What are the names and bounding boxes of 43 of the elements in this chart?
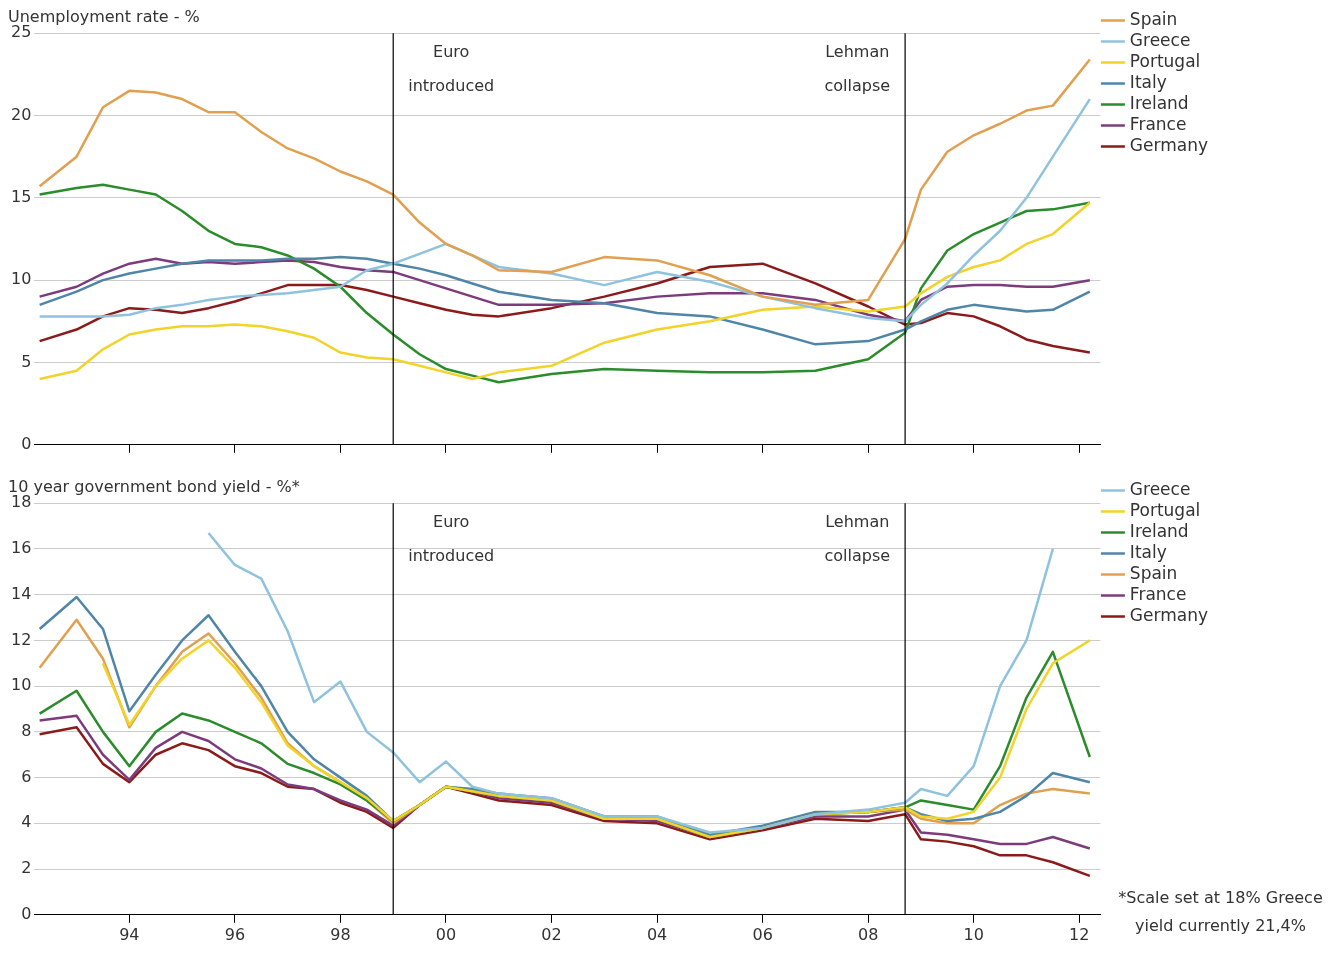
y-tick-label: 20 — [11, 104, 32, 124]
y-tick-label: 8 — [21, 721, 32, 741]
ref-line-label: Euro introduced — [408, 42, 495, 96]
y-tick-label: 2 — [21, 858, 32, 878]
x-tick-label: 04 — [646, 924, 668, 944]
legend-label: Ireland — [1129, 520, 1189, 541]
ref-line-label: Lehman collapse — [824, 512, 891, 566]
y-tick-label: 4 — [21, 812, 32, 832]
x-tick-label: 10 — [963, 924, 984, 944]
x-tick-label: 08 — [857, 924, 879, 944]
text: *Scale set at 18% Greece yield currently 21,4% — [1117, 887, 1324, 937]
y-tick-label: 12 — [11, 629, 32, 649]
ref-line-label: Lehman collapse — [824, 42, 891, 96]
legend-label: Ireland — [1129, 92, 1189, 113]
legend-label: Greece — [1129, 29, 1191, 50]
legend-label: Italy — [1129, 71, 1167, 92]
ref-line-label: Euro introduced — [408, 512, 495, 566]
legend-label: France — [1129, 583, 1187, 604]
legend-label: Italy — [1129, 541, 1167, 562]
legend-label: Germany — [1129, 604, 1209, 625]
y-tick-label: 10 — [11, 269, 32, 289]
y-tick-label: 15 — [11, 187, 32, 206]
x-tick-label: 00 — [435, 924, 457, 944]
y-tick-label: 14 — [11, 583, 32, 603]
legend-label: Portugal — [1129, 499, 1201, 520]
y-tick-label: 0 — [21, 433, 32, 453]
x-tick-label: 02 — [541, 924, 562, 944]
legend-label: Greece — [1129, 478, 1191, 499]
legend-label: Spain — [1129, 562, 1178, 583]
legend-label: Germany — [1129, 134, 1209, 155]
y-tick-label: 16 — [11, 538, 32, 558]
x-tick-label: 12 — [1069, 924, 1090, 944]
legend-label: Spain — [1129, 8, 1178, 29]
legend-label: Portugal — [1129, 50, 1201, 71]
x-tick-label: 96 — [224, 924, 246, 944]
y-tick-label: 0 — [21, 903, 32, 923]
legend-label: France — [1129, 113, 1187, 134]
x-tick-label: 94 — [119, 924, 140, 944]
y-tick-label: 10 — [11, 675, 32, 695]
y-tick-label: 5 — [21, 351, 32, 371]
y-tick-label: 6 — [21, 766, 32, 786]
x-tick-label: 06 — [752, 924, 773, 944]
x-tick-label: 98 — [330, 924, 351, 944]
